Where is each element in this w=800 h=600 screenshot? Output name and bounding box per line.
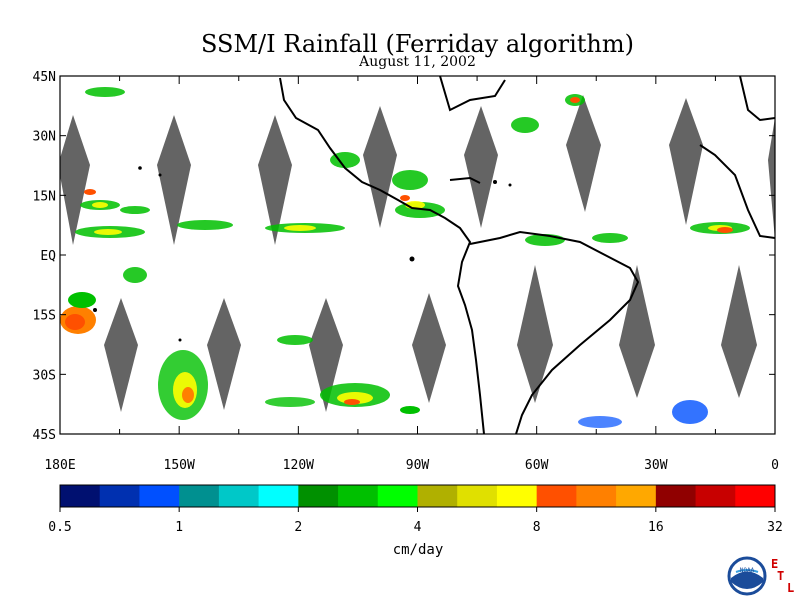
lat-label: 30N — [33, 130, 56, 145]
etl-letter-e: E — [771, 557, 778, 571]
colorbar-tick-label: 0.5 — [48, 520, 71, 535]
orbit-gap — [566, 95, 601, 212]
etl-letter-t: T — [777, 569, 784, 583]
orbit-gap — [464, 106, 498, 228]
colorbar-swatch — [496, 485, 538, 507]
lon-label: 30W — [644, 458, 668, 473]
lat-label: EQ — [40, 249, 56, 264]
lat-label: 30S — [33, 368, 56, 383]
noaa-wave-icon — [731, 571, 763, 589]
colorbar-swatch — [139, 485, 180, 507]
colorbar-swatch — [218, 485, 260, 507]
colorbar-swatch — [616, 485, 657, 507]
colorbar-tick-label: 32 — [767, 520, 783, 535]
colorbar-swatch — [99, 485, 140, 507]
orbit-gaps — [60, 95, 775, 412]
colorbar-tick-label: 2 — [294, 520, 302, 535]
orbit-gap — [412, 293, 446, 403]
orbit-gap — [721, 265, 757, 398]
lon-label: 150W — [164, 458, 195, 473]
noaa-etl-logo: NOAA E T L — [727, 556, 794, 596]
colorbar-swatch — [735, 485, 776, 507]
orbit-gap — [104, 298, 138, 412]
coastlines — [279, 76, 775, 434]
map-title: SSM/I Rainfall (Ferriday algorithm) — [200, 30, 635, 58]
lat-label: 45S — [33, 428, 56, 443]
colorbar-swatch — [60, 485, 101, 507]
orbit-gap — [669, 98, 703, 225]
colorbar-swatch — [377, 485, 418, 507]
colorbar-swatch — [695, 485, 736, 507]
rainfall-patches — [60, 87, 750, 428]
noaa-logo-text: NOAA — [740, 567, 755, 574]
etl-letter-l: L — [787, 581, 794, 595]
orbit-gap — [207, 298, 241, 410]
colorbar-swatch — [417, 485, 458, 507]
colorbar-swatch — [338, 485, 379, 507]
orbit-gap — [363, 106, 397, 228]
colorbar-swatch — [457, 485, 498, 507]
colorbar — [59, 484, 776, 508]
orbit-gap — [60, 115, 90, 245]
lon-label: 180E — [44, 458, 75, 473]
latitude-axis: 45N 30N 15N EQ 15S 30S 45S — [33, 70, 775, 443]
colorbar-tick-label: 1 — [175, 520, 183, 535]
colorbar-tick-label: 4 — [414, 520, 422, 535]
colorbar-tick-labels: 0.5 1 2 4 8 16 32 — [48, 507, 783, 535]
lat-label: 15N — [33, 189, 56, 204]
lon-label: 120W — [283, 458, 314, 473]
longitude-axis: 180E 150W 120W 90W 60W 30W 0 — [44, 76, 779, 473]
colorbar-tick-label: 8 — [533, 520, 541, 535]
noaa-bird-icon — [735, 569, 759, 573]
colorbar-swatch — [258, 485, 299, 507]
islands — [93, 166, 512, 342]
orbit-gap — [619, 265, 655, 398]
colorbar-swatch — [179, 485, 220, 507]
colorbar-swatch — [536, 485, 577, 507]
orbit-gap — [258, 115, 292, 245]
colorbar-swatch — [298, 485, 339, 507]
lat-label: 15S — [33, 309, 56, 324]
lon-label: 60W — [525, 458, 549, 473]
orbit-gap — [768, 118, 775, 240]
colorbar-tick-label: 16 — [648, 520, 664, 535]
lat-label: 45N — [33, 70, 56, 85]
orbit-gap — [157, 115, 191, 245]
orbit-gap — [309, 298, 343, 412]
lon-label: 90W — [406, 458, 430, 473]
colorbar-swatch — [576, 485, 617, 507]
orbit-gap — [517, 265, 553, 403]
colorbar-swatch — [655, 485, 697, 507]
colorbar-unit: cm/day — [393, 542, 444, 558]
map-subtitle: August 11, 2002 — [359, 54, 476, 70]
lon-label: 0 — [771, 458, 779, 473]
